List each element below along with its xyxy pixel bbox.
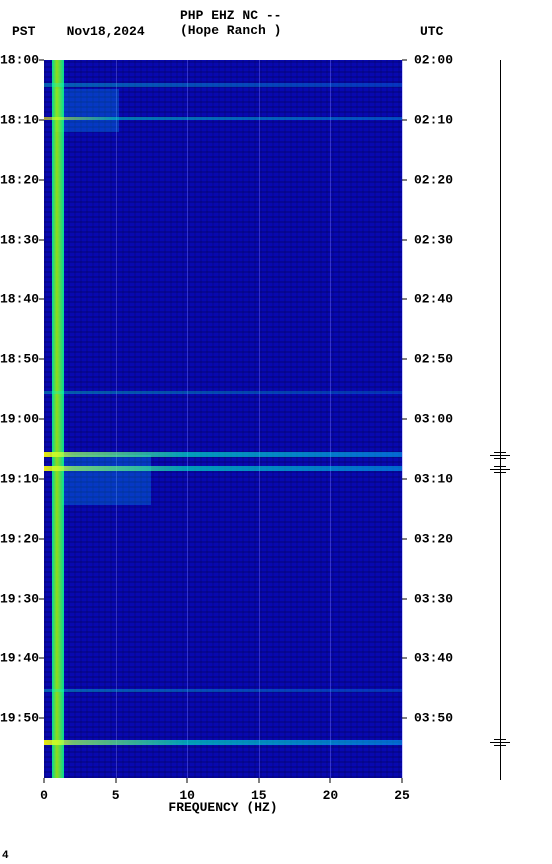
- trace-spike: [490, 455, 510, 456]
- seismic-event: [44, 391, 402, 394]
- tick-mark: [402, 718, 407, 719]
- low-freq-band: [52, 60, 64, 778]
- tick-mark: [402, 179, 407, 180]
- station-line2: (Hope Ranch ): [180, 23, 281, 38]
- tick-mark: [402, 419, 407, 420]
- spectral-patch: [62, 455, 152, 505]
- tick-mark: [402, 299, 407, 300]
- tick-mark: [187, 778, 188, 783]
- tick-mark: [39, 60, 44, 61]
- gridline: [116, 60, 117, 778]
- date-label: Nov18,2024: [67, 24, 145, 39]
- spectral-patch: [55, 89, 119, 132]
- trace-spike: [490, 469, 510, 470]
- tz-right-label: UTC: [420, 24, 443, 39]
- trace-spike: [494, 472, 506, 473]
- tick-mark: [39, 299, 44, 300]
- tick-mark: [402, 60, 407, 61]
- amplitude-trace: [490, 60, 510, 780]
- tz-left-label: PST: [12, 24, 35, 39]
- y-left-tick: 18:00: [0, 53, 39, 68]
- seismic-event: [44, 689, 402, 692]
- y-right-tick: 02:00: [414, 53, 453, 68]
- gridline: [187, 60, 188, 778]
- y-axis-left: 18:0018:1018:2018:3018:4018:5019:0019:10…: [0, 60, 44, 780]
- spectrogram-texture: [44, 60, 402, 778]
- y-right-tick: 03:00: [414, 412, 453, 427]
- y-right-tick: 03:40: [414, 651, 453, 666]
- tick-mark: [39, 658, 44, 659]
- y-right-tick: 02:50: [414, 352, 453, 367]
- tick-mark: [39, 239, 44, 240]
- y-right-tick: 02:10: [414, 112, 453, 127]
- tick-mark: [258, 778, 259, 783]
- y-axis-right: 02:0002:1002:2002:3002:4002:5003:0003:10…: [404, 60, 454, 780]
- header-right: UTC: [420, 24, 443, 39]
- tick-mark: [39, 538, 44, 539]
- tick-mark: [115, 778, 116, 783]
- y-left-tick: 18:40: [0, 292, 39, 307]
- seismic-event: [44, 83, 402, 87]
- y-left-tick: 18:30: [0, 232, 39, 247]
- trace-spike: [490, 742, 510, 743]
- spectrogram-plot: [44, 60, 402, 778]
- tick-mark: [39, 598, 44, 599]
- trace-spike: [494, 739, 506, 740]
- tick-mark: [402, 119, 407, 120]
- y-left-tick: 18:20: [0, 172, 39, 187]
- header-left: PST Nov18,2024: [12, 24, 145, 39]
- y-left-tick: 19:50: [0, 711, 39, 726]
- tick-mark: [39, 119, 44, 120]
- y-left-tick: 19:40: [0, 651, 39, 666]
- station-line1: PHP EHZ NC --: [180, 8, 281, 23]
- tick-mark: [402, 598, 407, 599]
- y-right-tick: 03:10: [414, 471, 453, 486]
- y-left-tick: 18:50: [0, 352, 39, 367]
- y-right-tick: 03:20: [414, 531, 453, 546]
- y-left-tick: 19:20: [0, 531, 39, 546]
- tick-mark: [39, 478, 44, 479]
- y-left-tick: 19:30: [0, 591, 39, 606]
- corner-mark: 4: [2, 850, 9, 862]
- y-right-tick: 02:20: [414, 172, 453, 187]
- tick-mark: [402, 239, 407, 240]
- tick-mark: [402, 359, 407, 360]
- tick-mark: [39, 718, 44, 719]
- x-axis-label: FREQUENCY (HZ): [44, 800, 402, 815]
- tick-mark: [44, 778, 45, 783]
- y-right-tick: 03:50: [414, 711, 453, 726]
- trace-spike: [494, 452, 506, 453]
- y-left-tick: 18:10: [0, 112, 39, 127]
- seismic-event: [44, 466, 402, 471]
- header-center: PHP EHZ NC -- (Hope Ranch ): [180, 8, 281, 38]
- y-left-tick: 19:00: [0, 412, 39, 427]
- seismic-event: [44, 740, 402, 745]
- tick-mark: [402, 658, 407, 659]
- tick-mark: [39, 419, 44, 420]
- gridline: [330, 60, 331, 778]
- tick-mark: [39, 359, 44, 360]
- tick-mark: [39, 179, 44, 180]
- y-left-tick: 19:10: [0, 471, 39, 486]
- gridline: [259, 60, 260, 778]
- trace-spike: [494, 458, 506, 459]
- seismic-event: [44, 452, 402, 457]
- tick-mark: [402, 478, 407, 479]
- tick-mark: [402, 778, 403, 783]
- seismic-event: [44, 117, 402, 120]
- x-axis: 0510152025: [44, 780, 402, 800]
- tick-mark: [402, 538, 407, 539]
- tick-mark: [330, 778, 331, 783]
- y-right-tick: 03:30: [414, 591, 453, 606]
- y-right-tick: 02:30: [414, 232, 453, 247]
- trace-spike: [494, 466, 506, 467]
- trace-spike: [494, 745, 506, 746]
- y-right-tick: 02:40: [414, 292, 453, 307]
- trace-baseline: [500, 60, 501, 780]
